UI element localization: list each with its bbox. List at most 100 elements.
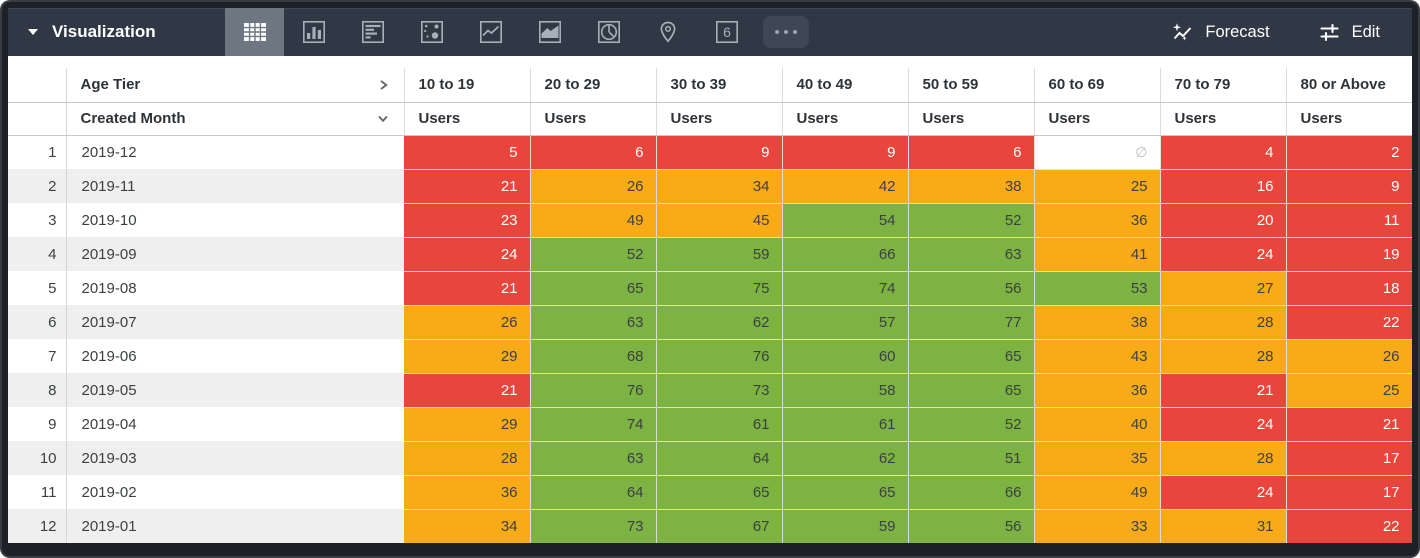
viz-type-single-value-button[interactable]: 6 (697, 8, 756, 56)
data-cell[interactable]: 76 (656, 339, 783, 374)
month-cell[interactable]: 2019-05 (65, 373, 404, 407)
data-cell[interactable]: 27 (1160, 271, 1287, 306)
data-cell[interactable]: 24 (404, 237, 531, 272)
data-cell[interactable]: 38 (908, 169, 1035, 204)
data-cell[interactable]: 61 (656, 407, 783, 442)
measure-header[interactable]: Users (1033, 102, 1160, 136)
data-cell[interactable]: 49 (1034, 475, 1161, 510)
measure-header[interactable]: Users (655, 102, 782, 136)
data-cell[interactable]: 9 (656, 135, 783, 170)
data-cell[interactable]: 18 (1286, 271, 1412, 306)
data-cell[interactable]: 42 (782, 169, 909, 204)
data-cell[interactable]: 21 (404, 271, 531, 306)
data-cell[interactable]: 67 (656, 509, 783, 543)
data-cell[interactable]: 41 (1034, 237, 1161, 272)
data-cell[interactable]: 73 (530, 509, 657, 543)
data-cell[interactable]: 60 (782, 339, 909, 374)
viz-type-pie-chart-button[interactable] (579, 8, 638, 56)
data-cell[interactable]: 59 (782, 509, 909, 543)
data-cell[interactable]: 5 (404, 135, 531, 170)
data-cell[interactable]: 4 (1160, 135, 1287, 170)
data-cell[interactable]: 64 (530, 475, 657, 510)
data-cell[interactable]: 65 (782, 475, 909, 510)
data-cell[interactable]: 66 (782, 237, 909, 272)
data-cell[interactable]: 56 (908, 509, 1035, 543)
measure-header[interactable]: Users (1285, 102, 1412, 136)
data-cell[interactable]: 76 (530, 373, 657, 408)
tier-header[interactable]: 60 to 69 (1033, 68, 1160, 103)
month-cell[interactable]: 2019-02 (65, 475, 404, 509)
data-cell[interactable]: 36 (1034, 203, 1161, 238)
data-cell[interactable]: 45 (656, 203, 783, 238)
edit-button[interactable]: Edit (1318, 21, 1380, 44)
data-cell[interactable]: 21 (1160, 373, 1287, 408)
data-cell[interactable]: 21 (404, 169, 531, 204)
data-cell[interactable]: 25 (1034, 169, 1161, 204)
data-cell[interactable]: 28 (1160, 441, 1287, 476)
data-cell[interactable]: 43 (1034, 339, 1161, 374)
data-cell[interactable]: 22 (1286, 509, 1412, 543)
data-cell[interactable]: 21 (404, 373, 531, 408)
data-cell[interactable]: 29 (404, 339, 531, 374)
viz-type-bar-chart-button[interactable] (343, 8, 402, 56)
data-cell[interactable]: 74 (530, 407, 657, 442)
data-cell[interactable]: 24 (1160, 475, 1287, 510)
data-cell[interactable]: 19 (1286, 237, 1412, 272)
data-cell[interactable]: 62 (656, 305, 783, 340)
data-cell[interactable]: ∅ (1034, 135, 1161, 170)
data-cell[interactable]: 26 (1286, 339, 1412, 374)
data-cell[interactable]: 52 (530, 237, 657, 272)
data-cell[interactable]: 65 (530, 271, 657, 306)
data-cell[interactable]: 28 (1160, 305, 1287, 340)
month-cell[interactable]: 2019-04 (65, 407, 404, 441)
month-cell[interactable]: 2019-06 (65, 339, 404, 373)
month-cell[interactable]: 2019-12 (65, 135, 404, 169)
data-cell[interactable]: 16 (1160, 169, 1287, 204)
data-cell[interactable]: 52 (908, 407, 1035, 442)
viz-type-map-button[interactable] (638, 8, 697, 56)
data-cell[interactable]: 9 (1286, 169, 1412, 204)
data-cell[interactable]: 9 (782, 135, 909, 170)
forecast-button[interactable]: Forecast (1171, 21, 1270, 44)
data-cell[interactable]: 63 (530, 441, 657, 476)
data-cell[interactable]: 75 (656, 271, 783, 306)
data-cell[interactable]: 25 (1286, 373, 1412, 408)
data-cell[interactable]: 23 (404, 203, 531, 238)
data-cell[interactable]: 51 (908, 441, 1035, 476)
data-cell[interactable]: 6 (908, 135, 1035, 170)
data-cell[interactable]: 77 (908, 305, 1035, 340)
measure-header[interactable]: Users (529, 102, 656, 136)
data-cell[interactable]: 20 (1160, 203, 1287, 238)
data-cell[interactable]: 36 (1034, 373, 1161, 408)
data-cell[interactable]: 63 (908, 237, 1035, 272)
data-cell[interactable]: 33 (1034, 509, 1161, 543)
data-cell[interactable]: 52 (908, 203, 1035, 238)
data-cell[interactable]: 61 (782, 407, 909, 442)
data-cell[interactable]: 17 (1286, 441, 1412, 476)
data-cell[interactable]: 63 (530, 305, 657, 340)
data-cell[interactable]: 66 (908, 475, 1035, 510)
data-cell[interactable]: 28 (1160, 339, 1287, 374)
data-cell[interactable]: 54 (782, 203, 909, 238)
measure-header[interactable]: Users (907, 102, 1034, 136)
month-cell[interactable]: 2019-09 (65, 237, 404, 271)
data-cell[interactable]: 26 (404, 305, 531, 340)
data-cell[interactable]: 31 (1160, 509, 1287, 543)
data-cell[interactable]: 57 (782, 305, 909, 340)
data-cell[interactable]: 35 (1034, 441, 1161, 476)
month-cell[interactable]: 2019-01 (65, 509, 404, 543)
visualization-collapse-toggle[interactable]: Visualization (8, 8, 225, 56)
viz-type-table-button[interactable] (225, 8, 284, 56)
viz-type-area-chart-button[interactable] (520, 8, 579, 56)
data-cell[interactable]: 65 (908, 339, 1035, 374)
data-cell[interactable]: 22 (1286, 305, 1412, 340)
data-cell[interactable]: 73 (656, 373, 783, 408)
data-cell[interactable]: 24 (1160, 407, 1287, 442)
data-cell[interactable]: 38 (1034, 305, 1161, 340)
data-cell[interactable]: 11 (1286, 203, 1412, 238)
data-cell[interactable]: 65 (656, 475, 783, 510)
tier-header[interactable]: 40 to 49 (781, 68, 908, 103)
data-cell[interactable]: 36 (404, 475, 531, 510)
data-cell[interactable]: 24 (1160, 237, 1287, 272)
month-cell[interactable]: 2019-07 (65, 305, 404, 339)
